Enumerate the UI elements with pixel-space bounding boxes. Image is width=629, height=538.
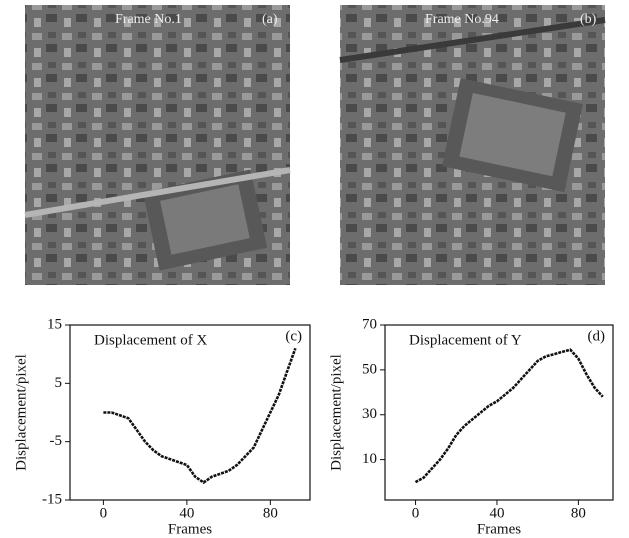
x-axis-label: Frames <box>168 521 212 537</box>
x-tick-label: 40 <box>489 505 504 521</box>
y-tick-label: 50 <box>362 361 377 377</box>
y-tick-label: 5 <box>55 375 63 391</box>
x-axis-label: Frames <box>477 521 521 537</box>
panel-label: (c) <box>285 328 302 344</box>
panel-label: (d) <box>588 328 606 344</box>
image-b: Frame No.94 (b) <box>339 5 606 285</box>
x-tick-label: 0 <box>412 505 420 521</box>
image-caption: Frame No.1 <box>115 12 182 27</box>
image-label: (b) <box>580 12 597 27</box>
plot-frame <box>384 324 614 501</box>
data-line <box>103 347 297 485</box>
y-tick-label: 30 <box>362 406 377 422</box>
x-tick-label: 0 <box>100 505 108 521</box>
chart-title: Displacement of Y <box>409 332 522 348</box>
y-tick-label: -15 <box>42 491 62 507</box>
y-tick-label: 10 <box>362 451 377 467</box>
x-tick-label: 80 <box>263 505 278 521</box>
x-tick-label: 40 <box>179 505 194 521</box>
x-tick-label: 80 <box>571 505 586 521</box>
y-axis-label: Displacement/pixel <box>328 354 344 471</box>
plot-frame <box>69 324 311 501</box>
chart-title: Displacement of X <box>94 332 207 348</box>
data-line <box>414 348 604 484</box>
image-label: (a) <box>262 12 278 27</box>
y-axis-label: Displacement/pixel <box>13 354 29 471</box>
image-a: Frame No.1 (a) <box>24 5 291 285</box>
y-tick-label: -5 <box>50 433 63 449</box>
y-tick-label: 15 <box>47 316 62 332</box>
image-caption: Frame No.94 <box>425 12 499 27</box>
y-tick-label: 70 <box>362 316 377 332</box>
